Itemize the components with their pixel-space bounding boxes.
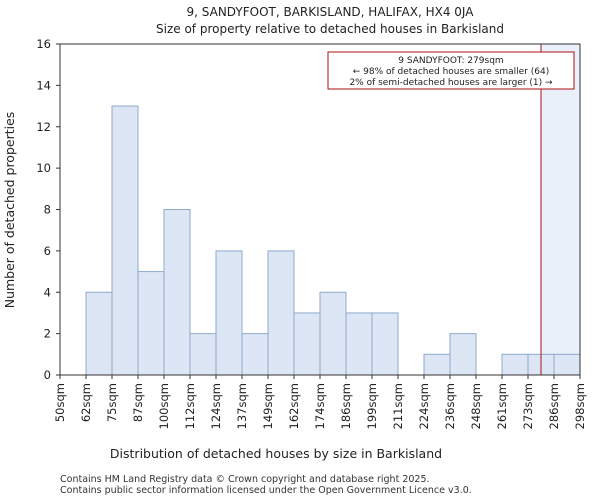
x-tick-label: 137sqm: [235, 383, 249, 429]
bar-100sqm: [163, 209, 191, 376]
bar-149sqm: [267, 250, 295, 376]
x-tick-label: 100sqm: [157, 383, 171, 429]
x-axis: 50sqm 62sqm 75sqm 87sqm 100sqm 112sqm 124sqm 13…: [53, 375, 587, 429]
x-tick-label: 112sqm: [183, 383, 197, 429]
y-tick-label: 4: [44, 285, 51, 299]
y-tick-label: 14: [36, 78, 51, 92]
chart-subtitle: Size of property relative to detached ho…: [156, 22, 504, 36]
marker-shade-layer: [541, 44, 580, 375]
y-tick-label: 10: [36, 161, 51, 175]
x-tick-label: 236sqm: [443, 383, 457, 429]
x-tick-label: 149sqm: [261, 383, 275, 429]
y-tick-label: 0: [44, 368, 51, 382]
annotation-box-frame: [327, 51, 575, 90]
x-tick-label: 248sqm: [469, 383, 483, 429]
bar-186sqm: [345, 312, 373, 376]
footer-line-1: Contains HM Land Registry data © Crown c…: [60, 474, 430, 485]
bar-62sqm: [85, 291, 113, 376]
x-tick-label: 261sqm: [495, 383, 509, 429]
marker-shade-region: [541, 44, 580, 375]
bar-112sqm: [189, 333, 217, 376]
y-tick-label: 6: [44, 244, 51, 258]
x-tick-label: 224sqm: [417, 383, 431, 429]
chart-title: 9, SANDYFOOT, BARKISLAND, HALIFAX, HX4 0…: [187, 5, 475, 19]
x-tick-label: 87sqm: [131, 383, 145, 422]
annotation-line-1: 9 SANDYFOOT: 279sqm: [398, 56, 503, 66]
x-tick-label: 124sqm: [209, 383, 223, 429]
x-tick-label: 298sqm: [573, 383, 587, 429]
bar-162sqm: [293, 312, 321, 376]
x-tick-label: 211sqm: [391, 383, 405, 429]
footer-line-2: Contains public sector information licen…: [60, 485, 472, 496]
x-tick-label: 62sqm: [79, 383, 93, 422]
bars-layer: [85, 105, 581, 376]
bar-75sqm: [111, 105, 139, 376]
annotation-box: 9 SANDYFOOT: 279sqm ← 98% of detached ho…: [327, 51, 575, 90]
x-axis-title: Distribution of detached houses by size …: [110, 446, 442, 461]
x-tick-label: 186sqm: [339, 383, 353, 429]
y-tick-label: 12: [36, 120, 51, 134]
bar-174sqm: [319, 291, 347, 376]
annotation-line-3: 2% of semi-detached houses are larger (1…: [349, 78, 553, 88]
x-tick-label: 50sqm: [53, 383, 67, 422]
y-tick-label: 16: [36, 37, 51, 51]
bar-286sqm: [553, 353, 581, 376]
bar-224sqm: [423, 353, 451, 376]
bar-236sqm: [449, 333, 477, 376]
y-axis: 0 2 4 6 8 10 12 14 16: [36, 37, 60, 382]
x-tick-label: 174sqm: [313, 383, 327, 429]
bar-261sqm: [501, 353, 529, 376]
y-tick-label: 2: [44, 327, 51, 341]
bar-137sqm: [241, 333, 269, 376]
bar-199sqm: [371, 312, 399, 376]
x-tick-label: 75sqm: [105, 383, 119, 422]
y-axis-title: Number of detached properties: [2, 112, 17, 309]
y-tick-label: 8: [44, 203, 51, 217]
x-tick-label: 199sqm: [365, 383, 379, 429]
x-tick-label: 286sqm: [547, 383, 561, 429]
bar-124sqm: [215, 250, 243, 376]
annotation-line-2: ← 98% of detached houses are smaller (64…: [353, 67, 550, 77]
x-tick-label: 273sqm: [521, 383, 535, 429]
bar-87sqm: [137, 271, 165, 376]
x-tick-label: 162sqm: [287, 383, 301, 429]
